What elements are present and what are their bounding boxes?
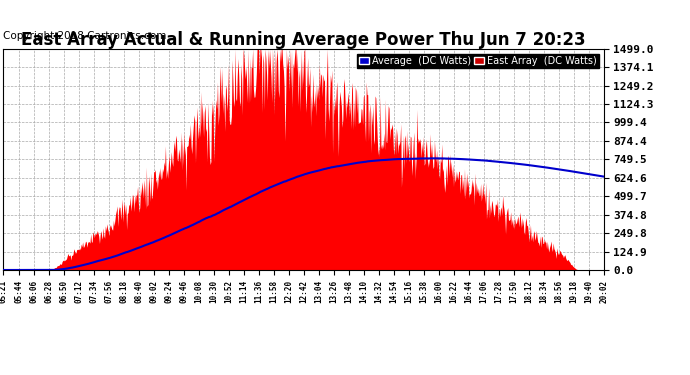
- Text: Copyright 2018 Cartronics.com: Copyright 2018 Cartronics.com: [3, 32, 167, 41]
- Legend: Average  (DC Watts), East Array  (DC Watts): Average (DC Watts), East Array (DC Watts…: [357, 54, 599, 69]
- Title: East Array Actual & Running Average Power Thu Jun 7 20:23: East Array Actual & Running Average Powe…: [21, 31, 586, 49]
